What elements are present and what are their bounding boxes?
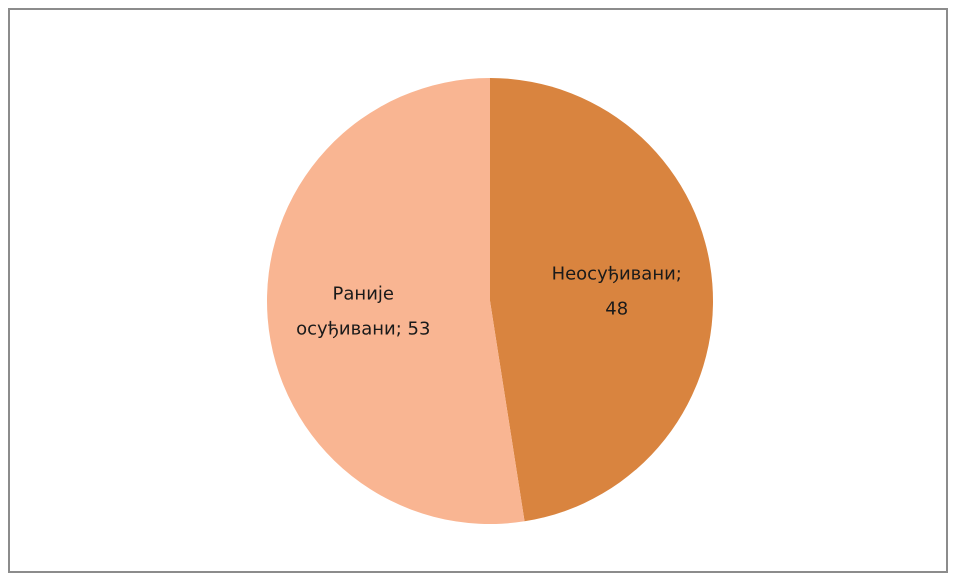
pie-slice (490, 78, 714, 522)
pie-slice (267, 78, 525, 524)
data-label: Раније осуђивани; 53 (296, 283, 430, 339)
data-label: Неосуђивани; 48 (552, 264, 682, 320)
